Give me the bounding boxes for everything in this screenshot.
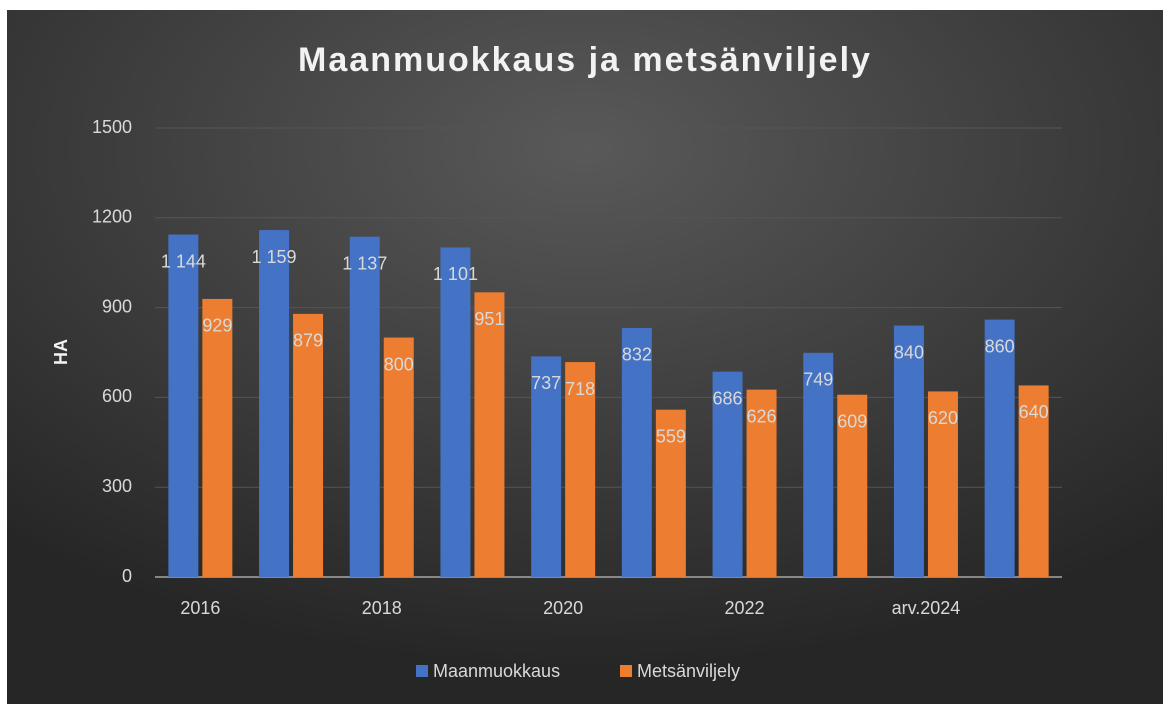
data-label: 800	[384, 354, 414, 374]
data-label: 686	[713, 388, 743, 408]
data-label: 951	[474, 309, 504, 329]
bar	[655, 409, 686, 577]
data-label: 737	[531, 373, 561, 393]
y-tick-label: 1200	[92, 207, 132, 227]
data-label: 929	[202, 316, 232, 336]
bar	[259, 230, 290, 577]
legend-swatch	[416, 665, 428, 677]
bar	[531, 356, 562, 577]
data-label: 879	[293, 331, 323, 351]
bar	[746, 389, 777, 577]
bar	[349, 236, 380, 577]
bar	[712, 371, 743, 577]
y-tick-label: 900	[102, 296, 132, 316]
data-label: 1 137	[342, 253, 387, 273]
chart-background	[7, 10, 1163, 704]
bar	[383, 337, 414, 577]
bar	[1018, 385, 1049, 577]
bar	[440, 247, 471, 577]
data-label: 749	[803, 370, 833, 390]
data-label: 626	[747, 406, 777, 426]
x-tick-label: 2016	[180, 598, 220, 618]
data-label: 718	[565, 379, 595, 399]
data-label: 832	[622, 345, 652, 365]
x-tick-label: arv.2024	[892, 598, 961, 618]
bar	[837, 394, 868, 577]
data-label: 640	[1019, 402, 1049, 422]
bar	[202, 298, 233, 577]
bar	[168, 234, 199, 577]
x-tick-label: 2020	[543, 598, 583, 618]
bar	[565, 362, 596, 577]
data-label: 1 159	[252, 247, 297, 267]
data-label: 609	[837, 411, 867, 431]
legend-label: Maanmuokkaus	[433, 661, 560, 681]
data-label: 840	[894, 342, 924, 362]
x-tick-label: 2018	[362, 598, 402, 618]
bar	[984, 319, 1015, 577]
y-tick-label: 600	[102, 386, 132, 406]
data-label: 620	[928, 408, 958, 428]
y-tick-label: 300	[102, 476, 132, 496]
bar	[293, 313, 324, 577]
y-axis-label: HA	[51, 339, 71, 365]
x-tick-label: 2022	[725, 598, 765, 618]
y-tick-label: 1500	[92, 117, 132, 137]
legend-swatch	[620, 665, 632, 677]
bar	[803, 352, 834, 577]
y-tick-label: 0	[122, 566, 132, 586]
bar	[474, 292, 505, 577]
chart-title: Maanmuokkaus ja metsänviljely	[298, 41, 872, 79]
data-label: 1 144	[161, 251, 206, 271]
legend-label: Metsänviljely	[637, 661, 740, 681]
bar	[621, 327, 652, 577]
data-label: 860	[985, 336, 1015, 356]
bar	[893, 325, 924, 577]
data-label: 1 101	[433, 264, 478, 284]
bar	[927, 391, 958, 577]
data-label: 559	[656, 426, 686, 446]
